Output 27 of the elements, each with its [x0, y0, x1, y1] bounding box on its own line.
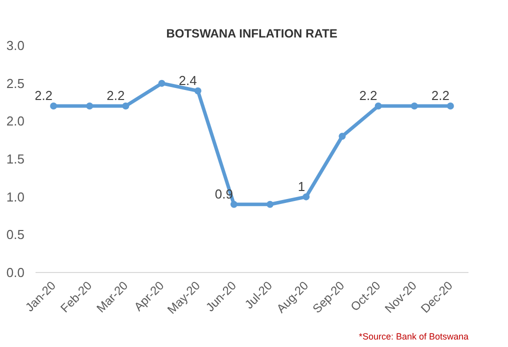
- y-tick-label: 1.0: [6, 189, 25, 204]
- y-tick-label: 0.0: [6, 265, 25, 280]
- point: [266, 200, 274, 208]
- point: [194, 87, 202, 94]
- data-label: 2.2: [431, 88, 450, 104]
- point: [410, 102, 418, 110]
- data-label: 2.2: [106, 88, 125, 104]
- point: [302, 193, 310, 200]
- point: [230, 200, 238, 208]
- y-tick-label: 2.5: [6, 76, 25, 91]
- point: [50, 102, 58, 110]
- y-tick-label: 1.5: [6, 152, 25, 166]
- data-label: 2.2: [34, 88, 53, 104]
- point: [338, 132, 346, 140]
- data-label: 2.2: [359, 88, 378, 104]
- data-label: 1: [298, 178, 306, 194]
- point: [374, 102, 382, 110]
- chart-title: BOTSWANA INFLATION RATE: [166, 26, 338, 40]
- data-label: 2.4: [178, 72, 197, 88]
- y-tick-label: 2.0: [6, 114, 25, 129]
- point: [158, 80, 166, 87]
- point: [446, 102, 454, 110]
- point: [122, 102, 130, 110]
- text: *Source: Bank of Botswana: [358, 332, 469, 342]
- y-tick-label: 3.0: [6, 38, 25, 53]
- y-tick-label: 0.5: [6, 227, 25, 242]
- point: [86, 102, 94, 110]
